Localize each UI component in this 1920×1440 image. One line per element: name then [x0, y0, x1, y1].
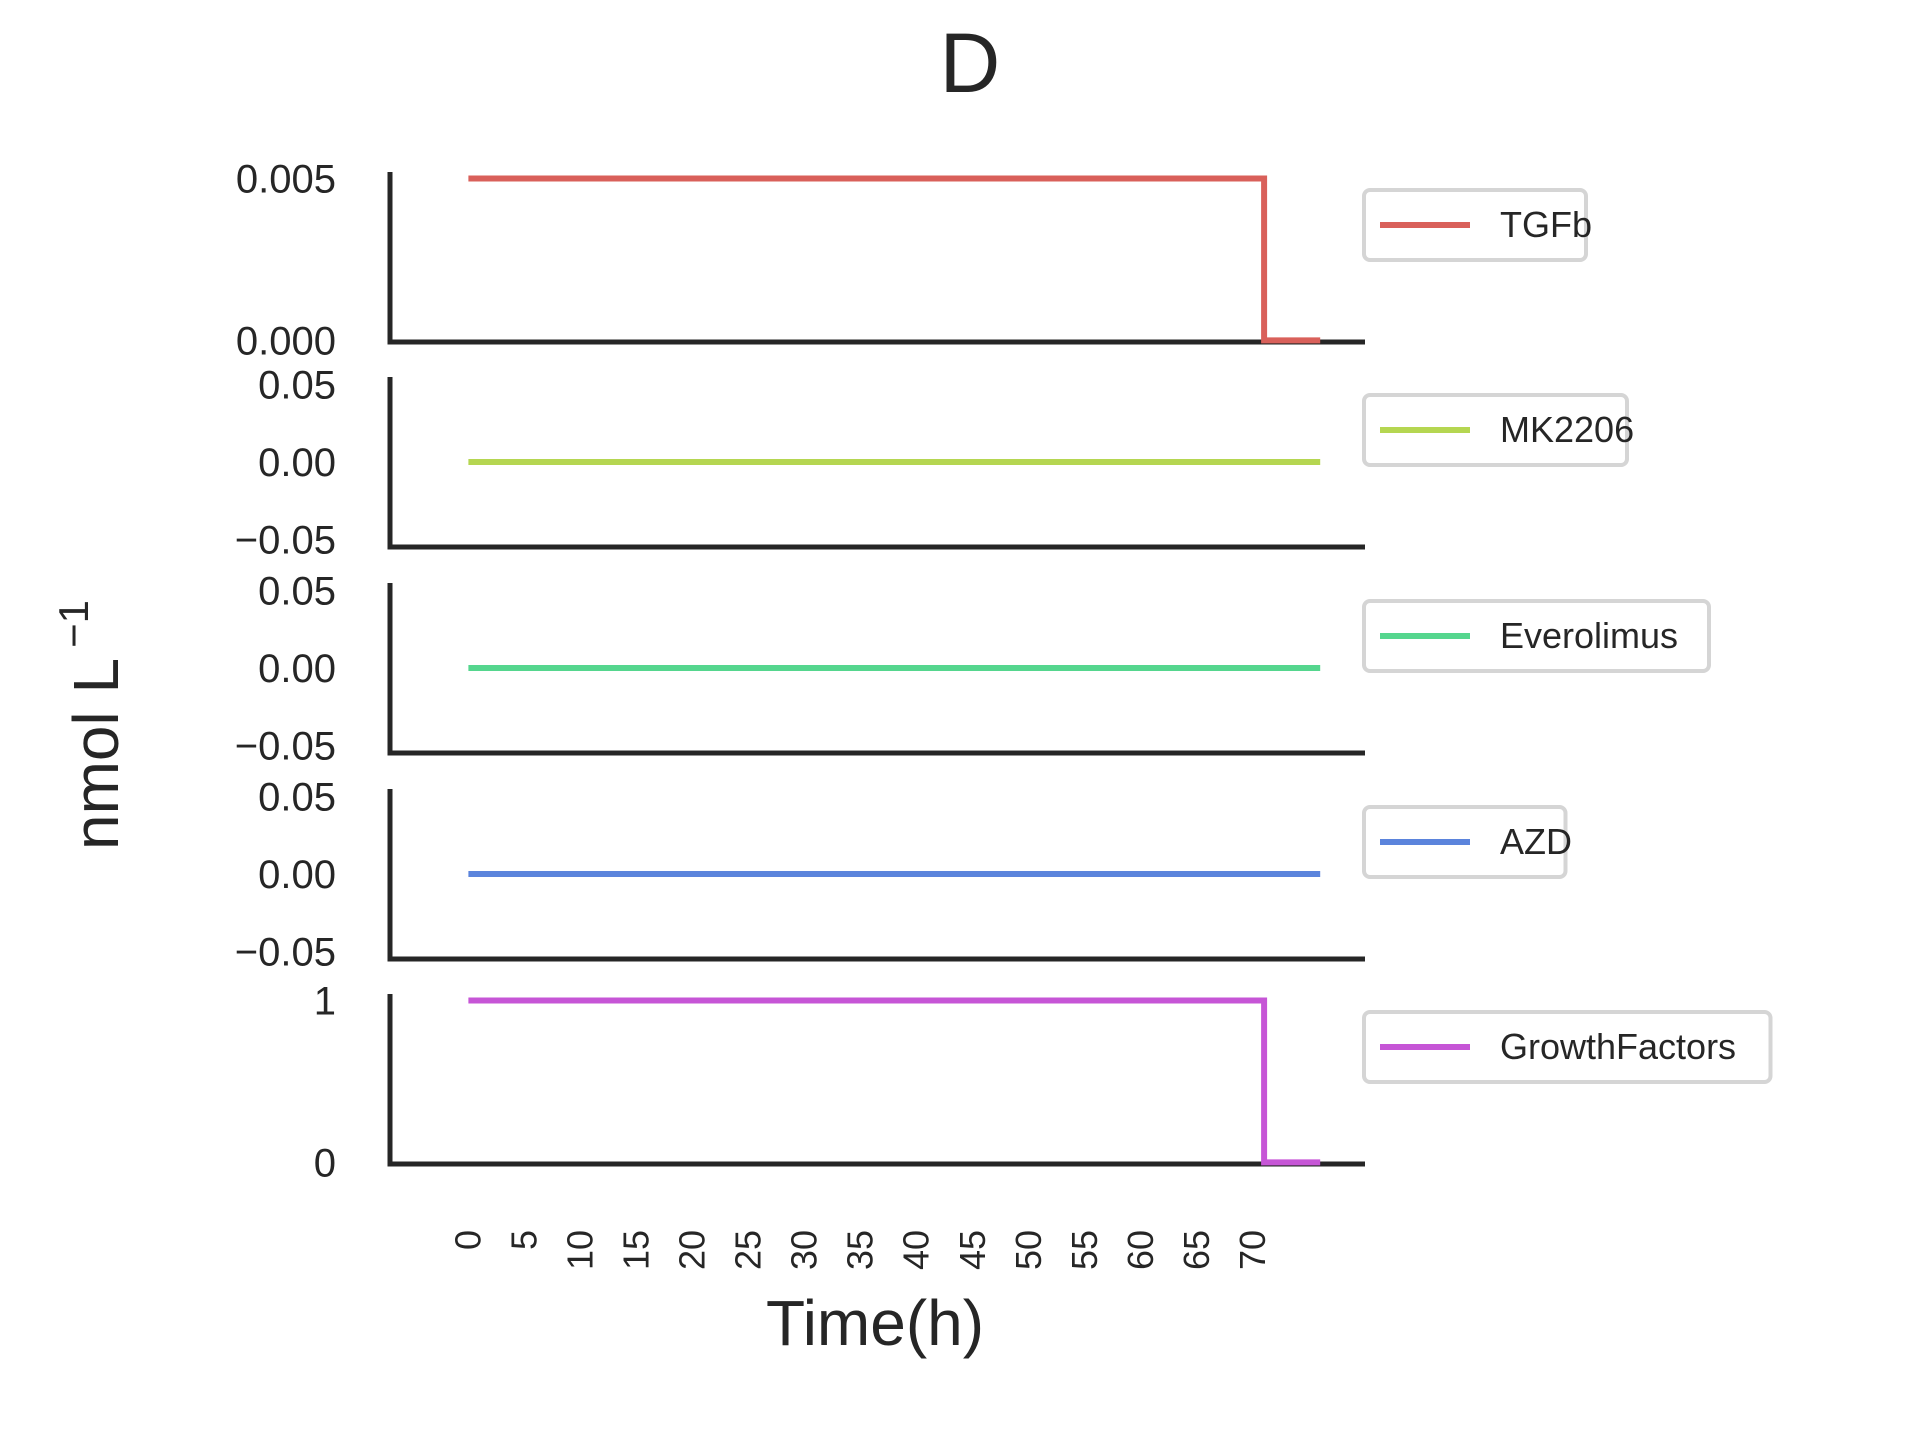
legend-box	[1362, 393, 1629, 467]
y-tick-label: 0.00	[258, 853, 336, 897]
legend-label: MK2206	[1500, 409, 1634, 450]
x-tick-label: 65	[1176, 1230, 1217, 1270]
legend-everolimus: Everolimus	[1362, 599, 1711, 673]
y-tick-label: 0.000	[236, 319, 336, 363]
series-line-tgfb	[468, 175, 1321, 344]
x-tick-label: 20	[672, 1230, 713, 1270]
legend-azd: AZD	[1362, 805, 1572, 879]
x-tick-label: 45	[952, 1230, 993, 1270]
legend-label: TGFb	[1500, 204, 1592, 245]
panel-growthfactors: 0 1 GrowthFactors	[314, 979, 1773, 1185]
y-tick-label: −0.05	[235, 518, 336, 562]
panel-tgfb: 0.000 0.005 TGFb	[236, 157, 1592, 363]
y-tick-label: 0.05	[258, 364, 336, 408]
legend-mk2206: MK2206	[1362, 393, 1634, 467]
legend-growthfactors: GrowthFactors	[1362, 1010, 1773, 1084]
x-tick-label: 25	[728, 1230, 769, 1270]
y-tick-label: 0.00	[258, 647, 336, 691]
legend-box	[1362, 188, 1588, 262]
x-tick-label: 5	[503, 1230, 544, 1250]
y-axis-title: nmol L −1	[50, 600, 132, 850]
panel-mk2206: −0.05 0.00 0.05 MK2206	[235, 364, 1634, 563]
panel-everolimus: −0.05 0.00 0.05 Everolimus	[235, 570, 1711, 768]
y-tick-label: 0.005	[236, 157, 336, 201]
x-tick-labels: 0 5 10 15 20 25 30 35 40 45 50 55 60 65 70	[447, 1230, 1272, 1270]
legend-tgfb: TGFb	[1362, 188, 1592, 262]
y-tick-label: 0.05	[258, 570, 336, 614]
legend-box	[1362, 599, 1711, 673]
chart-title: D	[940, 16, 1001, 110]
x-tick-label: 30	[784, 1230, 825, 1270]
x-tick-label: 70	[1232, 1230, 1273, 1270]
y-tick-label: −0.05	[235, 930, 336, 974]
x-tick-label: 55	[1064, 1230, 1105, 1270]
y-tick-label: −0.05	[235, 724, 336, 768]
x-tick-label: 60	[1120, 1230, 1161, 1270]
y-tick-label: 0.00	[258, 441, 336, 485]
series-line-growthfactors	[468, 997, 1321, 1166]
y-axis-title-base: nmol L	[60, 658, 132, 850]
panel-azd: −0.05 0.00 0.05 AZD	[235, 776, 1572, 975]
panels: 0.0000.005TGFb−0.050.000.05MK2206−0.050.…	[235, 157, 1773, 1185]
y-axis-title-exponent: −1	[50, 600, 97, 648]
y-tick-label: 0	[314, 1141, 336, 1185]
legend-box	[1362, 1010, 1773, 1084]
x-tick-label: 35	[840, 1230, 881, 1270]
legend-label: GrowthFactors	[1500, 1026, 1736, 1067]
x-tick-label: 50	[1008, 1230, 1049, 1270]
x-tick-label: 40	[896, 1230, 937, 1270]
x-tick-label: 0	[447, 1230, 488, 1250]
y-tick-label: 1	[314, 979, 336, 1023]
x-axis-title: Time(h)	[766, 1287, 984, 1359]
legend-label: AZD	[1500, 821, 1572, 862]
x-tick-label: 15	[616, 1230, 657, 1270]
x-tick-label: 10	[560, 1230, 601, 1270]
legend-label: Everolimus	[1500, 615, 1678, 656]
y-tick-label: 0.05	[258, 776, 336, 820]
